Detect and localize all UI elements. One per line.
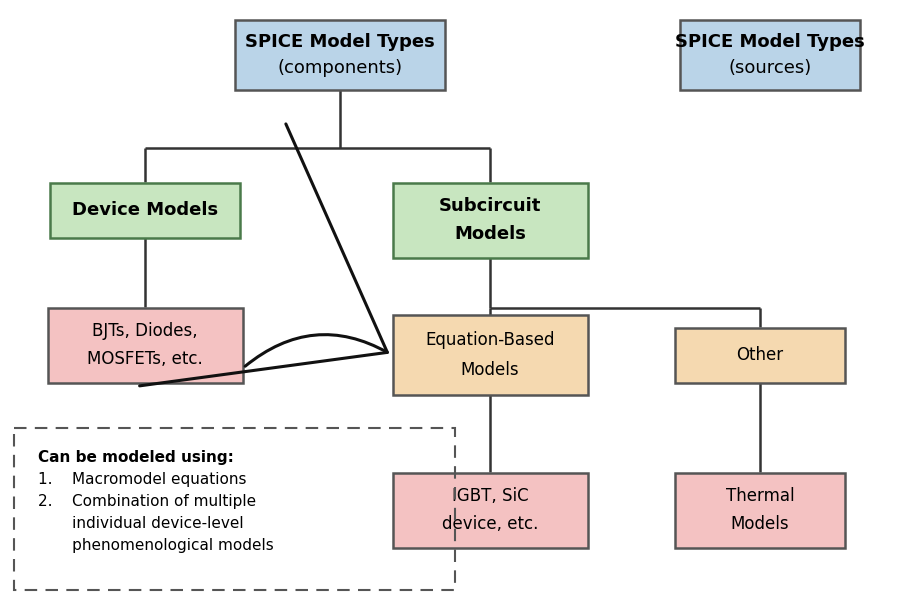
FancyBboxPatch shape <box>48 307 242 382</box>
FancyBboxPatch shape <box>393 315 587 395</box>
Text: phenomenological models: phenomenological models <box>38 538 274 553</box>
Text: 1.    Macromodel equations: 1. Macromodel equations <box>38 472 246 487</box>
Text: (sources): (sources) <box>728 59 811 77</box>
Text: Models: Models <box>731 515 789 533</box>
Text: MOSFETs, etc.: MOSFETs, etc. <box>87 350 203 368</box>
FancyBboxPatch shape <box>680 20 860 90</box>
Text: Other: Other <box>737 346 784 364</box>
Text: SPICE Model Types: SPICE Model Types <box>675 33 865 51</box>
Text: SPICE Model Types: SPICE Model Types <box>245 33 435 51</box>
Text: Subcircuit: Subcircuit <box>439 197 541 215</box>
Text: Equation-Based: Equation-Based <box>425 331 555 349</box>
Text: individual device-level: individual device-level <box>38 516 243 531</box>
FancyBboxPatch shape <box>675 327 845 382</box>
FancyBboxPatch shape <box>235 20 445 90</box>
Text: IGBT, SiC: IGBT, SiC <box>452 487 528 505</box>
Text: Device Models: Device Models <box>72 201 219 219</box>
FancyBboxPatch shape <box>393 182 587 257</box>
Text: Can be modeled using:: Can be modeled using: <box>38 450 234 465</box>
Text: Models: Models <box>461 361 519 379</box>
Text: device, etc.: device, etc. <box>442 515 538 533</box>
Text: Thermal: Thermal <box>726 487 795 505</box>
FancyBboxPatch shape <box>50 182 240 237</box>
Text: (components): (components) <box>278 59 403 77</box>
FancyBboxPatch shape <box>393 472 587 547</box>
Text: Models: Models <box>454 225 526 243</box>
FancyArrowPatch shape <box>139 124 387 386</box>
FancyBboxPatch shape <box>675 472 845 547</box>
Text: BJTs, Diodes,: BJTs, Diodes, <box>92 322 198 339</box>
Text: 2.    Combination of multiple: 2. Combination of multiple <box>38 494 256 509</box>
